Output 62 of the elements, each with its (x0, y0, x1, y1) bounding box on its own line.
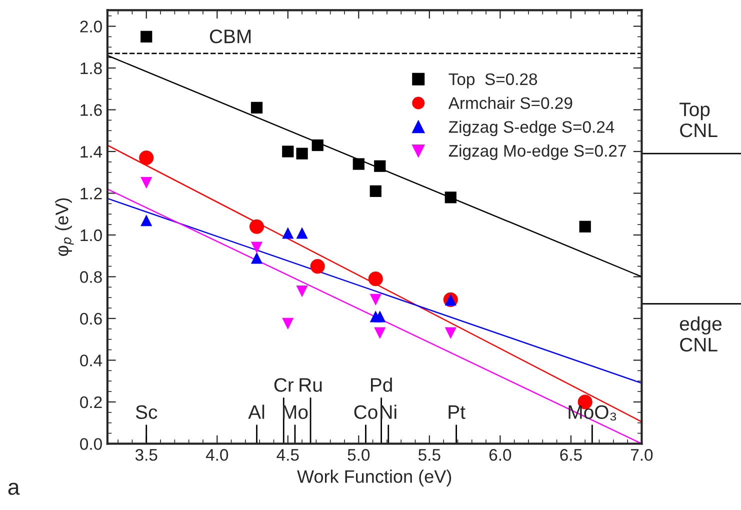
point (310, 259, 325, 274)
y-tick-label: 0.2 (80, 396, 102, 408)
legend-label: Top S=0.28 (448, 73, 538, 88)
x-tick-label: 6.5 (560, 449, 582, 461)
legend-label: Zigzag Mo-edge S=0.27 (448, 144, 626, 160)
y-tick-label: 1.0 (80, 229, 102, 242)
y-tick-label: 0.4 (80, 354, 102, 366)
text: a (8, 482, 20, 495)
legend-label: Armchair S=0.29 (448, 96, 572, 109)
point (140, 30, 152, 43)
point (250, 102, 263, 114)
x-tick-label: 4.0 (206, 449, 228, 461)
y-tick-label: 0.0 (80, 438, 102, 450)
ref-line-label: Pd (371, 378, 392, 392)
point (140, 176, 152, 189)
ref-line-label: Top CNL (680, 102, 718, 138)
y-tick-label: 1.4 (80, 146, 102, 158)
point (370, 185, 382, 197)
ref-line-label: Pt (448, 405, 466, 419)
point (282, 227, 294, 239)
point (374, 327, 386, 339)
y-tick-label: 0.8 (80, 271, 102, 283)
y-tick-label: 1.2 (80, 188, 102, 200)
point (140, 214, 152, 226)
point (282, 146, 294, 158)
ref-line-label: Sc (136, 405, 158, 419)
x-tick-label: 6.0 (489, 449, 512, 461)
ref-line-label: Al (248, 404, 264, 419)
point (374, 160, 386, 172)
x-tick-label: 5.5 (418, 449, 440, 461)
point (444, 327, 456, 339)
legend-label: Zigzag S-edge S=0.24 (448, 120, 614, 136)
point (250, 242, 263, 254)
ref-line-label: Ru (300, 378, 322, 392)
x-tick-label: 5.0 (348, 449, 370, 461)
point (368, 272, 383, 286)
point (296, 286, 308, 298)
point (139, 150, 154, 166)
x-tick-label: 4.5 (276, 449, 299, 461)
point (250, 252, 263, 264)
y-tick-label: 0.6 (80, 312, 102, 325)
x-tick-label: 3.5 (135, 449, 158, 461)
ref-line-label: edge CNL (680, 316, 722, 352)
x-axis-title: Work Function (eV) (297, 470, 452, 486)
y-axis-title: φ$_{p}$ (eV) (55, 198, 74, 256)
x-tick-label: 7.0 (630, 449, 653, 461)
y-tick-label: 1.6 (80, 104, 102, 116)
point (444, 192, 456, 204)
ref-line-label: Cr (274, 378, 294, 392)
point (296, 148, 308, 160)
ref-line-label: CBM (210, 30, 251, 44)
point (374, 310, 386, 322)
point (370, 294, 382, 306)
point (352, 158, 364, 170)
y-tick-label: 2.0 (80, 20, 102, 32)
point (249, 219, 264, 234)
point (312, 139, 324, 152)
point (579, 220, 591, 232)
ref-line-label: Co (354, 405, 378, 419)
y-tick-label: 1.8 (80, 62, 102, 74)
point (296, 227, 308, 239)
point (282, 318, 294, 330)
